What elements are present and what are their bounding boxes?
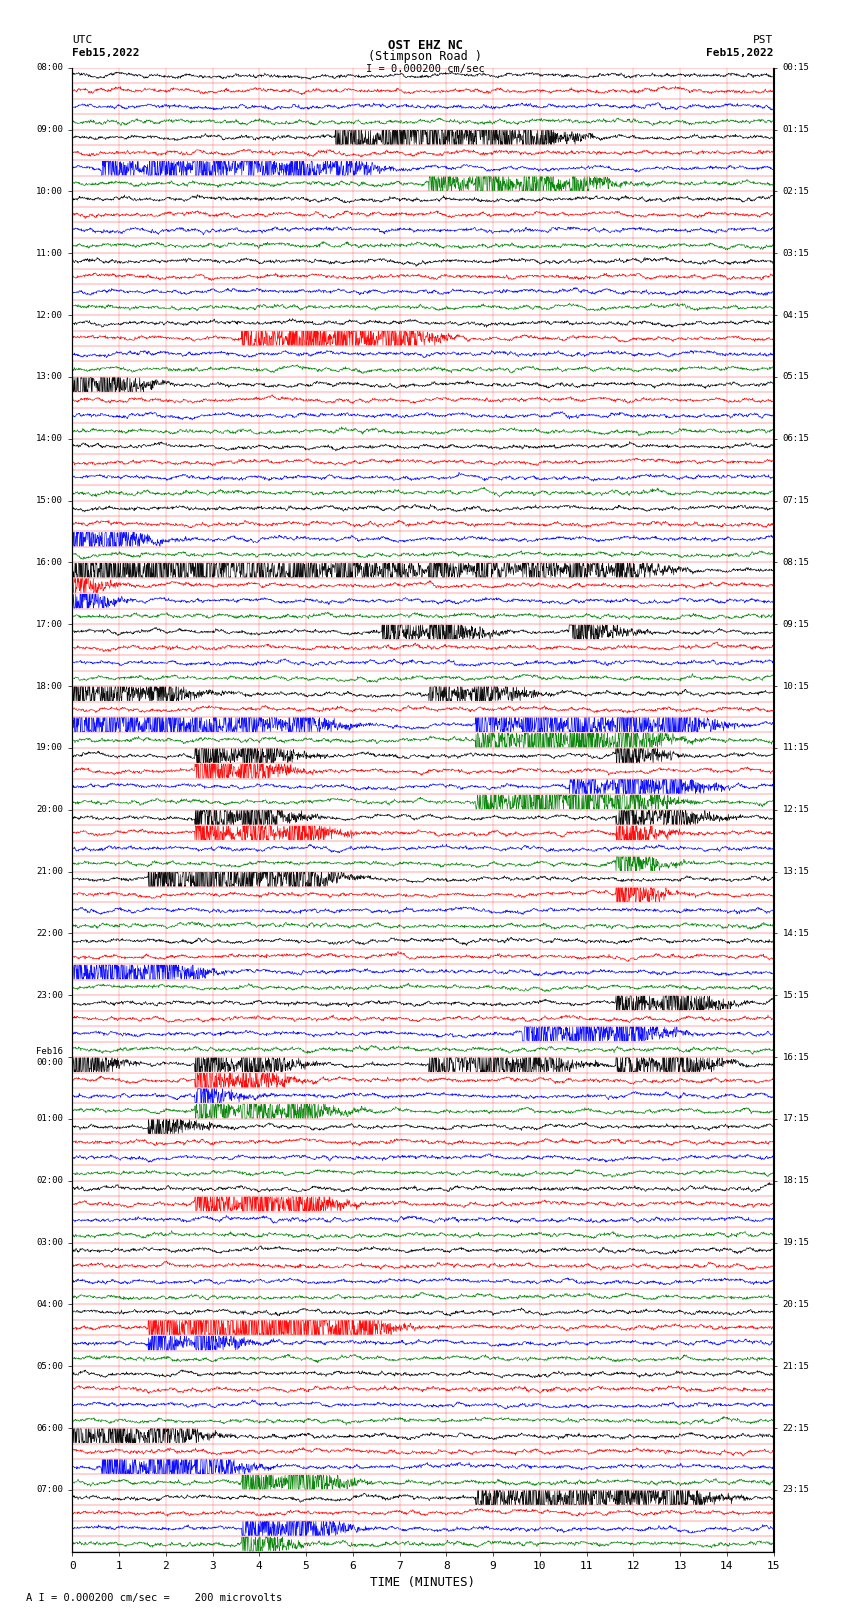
Text: Feb15,2022: Feb15,2022 — [72, 48, 139, 58]
Text: A I = 0.000200 cm/sec =    200 microvolts: A I = 0.000200 cm/sec = 200 microvolts — [26, 1594, 281, 1603]
Text: Feb15,2022: Feb15,2022 — [706, 48, 774, 58]
Text: UTC: UTC — [72, 35, 93, 45]
Text: I = 0.000200 cm/sec: I = 0.000200 cm/sec — [366, 65, 484, 74]
X-axis label: TIME (MINUTES): TIME (MINUTES) — [371, 1576, 475, 1589]
Text: OST EHZ NC: OST EHZ NC — [388, 39, 462, 52]
Text: (Stimpson Road ): (Stimpson Road ) — [368, 50, 482, 63]
Text: PST: PST — [753, 35, 774, 45]
